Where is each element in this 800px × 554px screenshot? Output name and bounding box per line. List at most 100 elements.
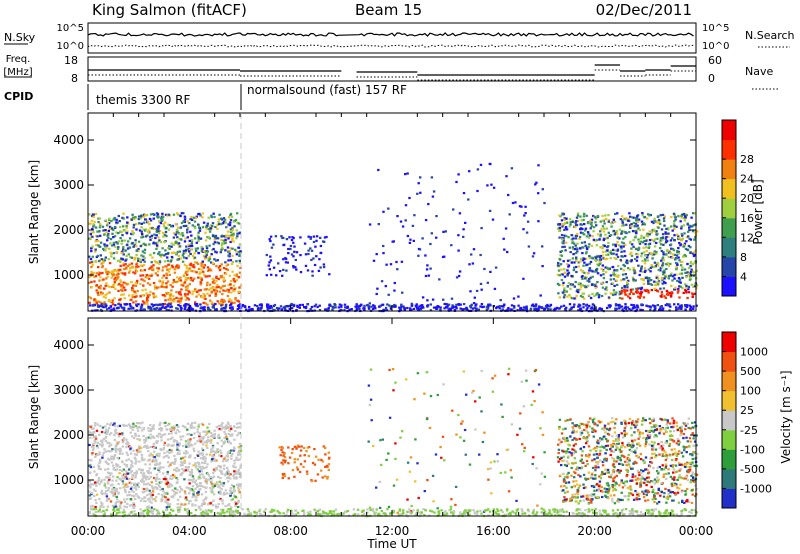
velocity-cell: [114, 445, 118, 448]
power-cell: [188, 267, 191, 270]
power-cell: [638, 228, 641, 232]
power-cell: [144, 218, 148, 221]
power-cell: [541, 188, 544, 191]
power-cell: [248, 305, 251, 309]
velocity-cell: [523, 446, 526, 449]
velocity-cell: [326, 477, 329, 480]
power-cell: [90, 272, 93, 275]
power-cell: [604, 218, 607, 221]
power-cell: [116, 259, 120, 262]
velocity-cell: [152, 458, 155, 462]
power-cell: [406, 306, 409, 310]
power-cell: [628, 308, 631, 311]
velocity-cell: [113, 438, 116, 441]
velocity-cell: [205, 496, 208, 499]
power-cell: [167, 303, 170, 306]
velocity-cell: [238, 471, 242, 474]
power-cell: [119, 230, 122, 233]
power-cell: [620, 305, 624, 308]
velocity-cell: [509, 469, 512, 472]
velocity-cell: [94, 437, 98, 440]
power-cell: [162, 235, 165, 238]
velocity-cell: [655, 454, 658, 457]
power-cell: [670, 294, 673, 297]
velocity-cell: [158, 470, 161, 473]
power-cell: [89, 297, 93, 300]
power-cell: [419, 176, 422, 179]
power-cell: [636, 291, 639, 294]
velocity-cell: [219, 492, 222, 496]
power-cell: [691, 270, 694, 273]
velocity-cell: [114, 431, 117, 434]
velocity-cell: [184, 449, 188, 453]
power-cell: [135, 303, 138, 306]
velocity-cell: [293, 445, 297, 448]
velocity-cell: [117, 492, 120, 495]
velocity-cell: [173, 461, 177, 464]
power-cell: [575, 258, 578, 261]
power-cell: [574, 226, 577, 229]
power-cell: [607, 241, 610, 244]
velocity-cell: [181, 456, 185, 459]
power-cell: [411, 224, 415, 227]
power-cell: [674, 258, 677, 261]
power-cell: [313, 305, 316, 308]
power-cell: [229, 279, 233, 283]
velocity-cell: [121, 461, 124, 464]
velocity-cell: [202, 501, 205, 504]
velocity-cell: [127, 458, 131, 461]
power-cell: [675, 308, 678, 311]
velocity-cell: [169, 474, 173, 478]
velocity-cell: [184, 443, 188, 446]
velocity-cell: [142, 480, 146, 483]
power-cell: [643, 216, 647, 219]
velocity-cell: [136, 429, 140, 432]
power-cell: [655, 241, 658, 245]
power-cell: [219, 286, 222, 289]
power-cell: [682, 243, 685, 247]
power-cell: [331, 308, 334, 312]
power-cell: [189, 262, 193, 265]
power-cell: [99, 287, 102, 290]
power-cell: [607, 219, 611, 222]
power-cell: [609, 278, 612, 281]
velocity-cell: [96, 481, 99, 484]
velocity-cell: [302, 446, 306, 450]
power-cell: [171, 285, 174, 288]
power-cell: [267, 303, 270, 306]
power-cell: [616, 232, 619, 235]
power-cell: [450, 244, 453, 247]
power-cell: [88, 301, 91, 304]
velocity-cell: [92, 442, 95, 445]
power-cell: [141, 289, 144, 292]
velocity-cell: [305, 470, 309, 473]
power-cell: [442, 298, 445, 301]
power-cell: [182, 220, 185, 223]
power-cell: [671, 229, 674, 232]
power-cell: [461, 308, 464, 311]
power-cell: [197, 239, 200, 243]
power-cell: [575, 270, 578, 274]
velocity-cell: [144, 488, 147, 491]
power-cell: [184, 251, 187, 254]
power-cell: [592, 304, 596, 307]
power-cell: [212, 306, 215, 309]
velocity-cell: [99, 468, 103, 471]
power-cell: [587, 284, 590, 287]
power-cell: [640, 278, 643, 281]
power-cell: [158, 254, 162, 257]
velocity-cell: [232, 464, 235, 468]
power-cell: [624, 236, 627, 239]
velocity-cell: [114, 502, 117, 505]
power-cell: [585, 308, 588, 311]
power-cell: [122, 308, 125, 311]
velocity-cell: [173, 462, 176, 465]
power-cell: [471, 307, 475, 310]
power-cell: [628, 260, 631, 263]
power-cell: [682, 291, 685, 294]
velocity-cell: [102, 451, 105, 454]
velocity-cell: [201, 443, 205, 446]
power-cell: [143, 279, 146, 283]
power-cell: [152, 292, 155, 295]
power-cell: [633, 272, 636, 275]
